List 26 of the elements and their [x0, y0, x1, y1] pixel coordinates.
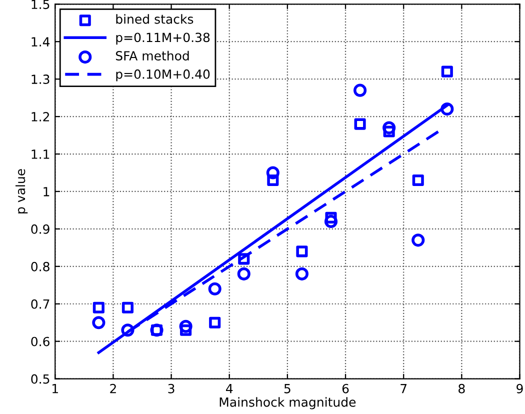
y-tick-label: 1	[44, 187, 50, 196]
x-tick-label: 3	[168, 384, 174, 394]
y-tick-label: 1.5	[32, 0, 50, 10]
y-tick-label: 0.6	[31, 336, 50, 346]
y-tick-label: 0.5	[31, 374, 50, 384]
x-tick-label: 6	[342, 384, 349, 394]
y-tick-label: 1.2	[32, 112, 50, 122]
y-tick-label: 1.3	[32, 74, 50, 84]
y-tick-label: 0.8	[31, 262, 50, 272]
y-tick-label: 1.1	[32, 150, 50, 159]
y-tick-label: 1.4	[32, 37, 50, 46]
x-axis-title: Mainshock magnitude	[220, 397, 356, 410]
x-tick-label: 5	[284, 384, 290, 394]
legend-label: p=0.10M+0.40	[116, 69, 210, 82]
x-tick-label: 8	[458, 384, 465, 394]
y-tick-label: 0.7	[31, 299, 50, 309]
legend-label: bined stacks	[116, 14, 194, 24]
x-tick-label: 9	[516, 384, 523, 394]
y-axis-title: p value	[16, 169, 28, 214]
x-tick-label: 4	[226, 384, 233, 394]
legend-label: p=0.11M+0.38	[116, 32, 210, 45]
x-tick-label: 7	[400, 384, 406, 394]
y-tick-label: 0.9	[31, 224, 50, 234]
x-tick-label: 1	[52, 384, 58, 394]
legend-label: SFA method	[116, 50, 189, 61]
x-tick-label: 2	[110, 384, 116, 394]
